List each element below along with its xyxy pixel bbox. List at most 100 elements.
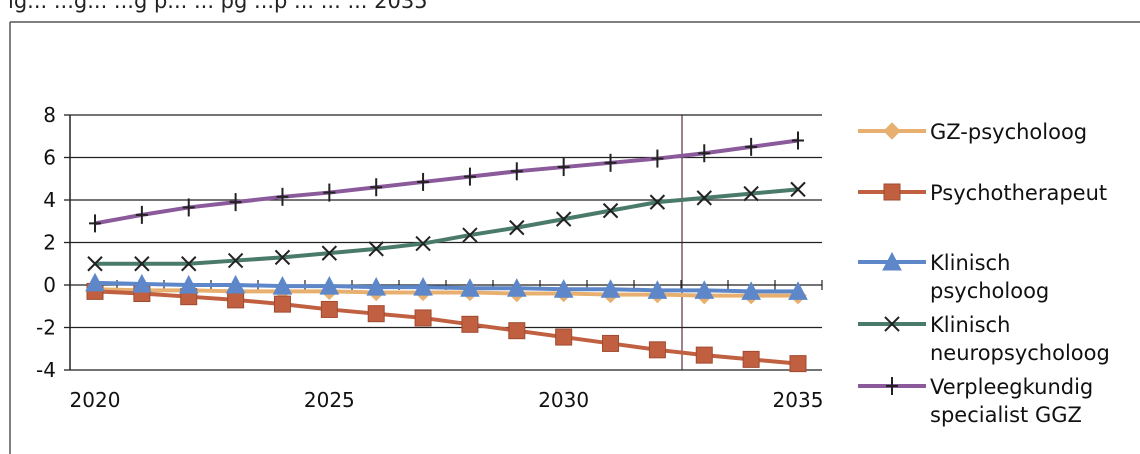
data-point-4-6 [370,178,383,197]
data-point-2-3 [225,274,246,294]
data-point-4-15 [792,131,804,150]
legend-label-0-0: GZ-psycholoog [930,120,1087,144]
data-point-4-3 [229,193,242,212]
legend-swatch-marker-2 [882,251,902,271]
data-point-1-8 [461,315,479,333]
data-point-2-2 [178,274,199,294]
axes: 8 6 4 2 0 -2 -4 2020 2025 2030 2035 [36,103,823,412]
x-tick-label-3: 2035 [773,388,824,412]
legend-item-3: Klinisch neuropsycholoog [858,313,1110,365]
data-point-2-9 [506,278,527,297]
data-point-4-4 [276,187,289,206]
y-tick-label-3: 2 [43,231,56,255]
data-point-4-8 [463,167,476,186]
legend-item-4: Verpleegkundig specialist GGZ [858,375,1093,427]
data-point-3-14 [743,185,759,202]
data-point-1-4 [273,295,291,313]
data-point-1-10 [555,328,573,346]
data-point-1-13 [695,346,713,364]
data-point-3-13 [696,190,712,206]
data-point-1-11 [602,334,620,352]
data-point-1-9 [508,322,526,340]
data-point-4-12 [651,149,664,168]
data-point-2-8 [460,278,480,297]
data-point-2-5 [319,275,340,295]
data-point-1-3 [227,291,245,309]
data-point-4-9 [510,162,523,181]
data-point-2-12 [647,280,668,299]
y-tick-label-2: 4 [43,188,56,212]
data-point-4-14 [745,137,758,156]
series-line-4 [94,138,799,226]
data-point-2-13 [694,280,715,299]
legend-item-2: Klinisch psycholoog [858,251,1049,303]
data-point-4-0 [89,214,101,233]
data-point-4-10 [557,158,570,177]
data-point-2-0 [85,272,105,292]
data-point-1-12 [648,341,666,359]
data-point-4-5 [323,183,336,202]
data-point-4-7 [417,172,430,191]
y-tick-label-4: 0 [43,273,56,297]
data-point-1-7 [414,309,432,327]
data-point-2-15 [788,281,808,300]
data-point-4-2 [182,198,195,217]
data-point-3-0 [87,256,103,272]
y-tick-label-5: -2 [36,316,56,340]
data-point-1-6 [367,305,385,323]
gridlines [70,114,822,371]
legend-label-3-1: neuropsycholoog [930,341,1110,365]
series-line-1 [94,289,799,366]
x-tick-label-1: 2025 [304,388,355,412]
data-point-2-6 [366,277,387,296]
series-line-0 [94,287,798,298]
legend-label-3-0: Klinisch [930,313,1010,337]
data-point-3-15 [790,181,806,198]
series-line-2 [94,280,798,294]
data-point-3-9 [509,219,525,236]
legend-label-2-0: Klinisch [930,251,1010,275]
legend-swatch-marker-4 [886,377,898,395]
y-tick-label-0: 8 [43,103,56,127]
data-point-2-10 [553,279,574,298]
series-3 [87,181,806,272]
legend-label-4-0: Verpleegkundig [930,375,1093,399]
data-point-3-7 [415,235,431,252]
data-point-3-4 [274,249,291,266]
legend: GZ-psycholoog Psychotherapeut Klinisch psyc… [858,120,1110,427]
cutoff-header: ig... ...g... ...g p... ... pg ...p ... … [8,0,428,13]
legend-item-1: Psychotherapeut [858,181,1107,205]
x-tick-label-2: 2030 [538,388,589,412]
data-point-3-6 [368,241,384,257]
data-point-2-4 [272,275,293,295]
legend-swatch-marker-0 [883,122,901,140]
y-tick-label-6: -4 [36,358,56,382]
data-point-3-8 [462,227,478,243]
data-point-2-7 [413,277,433,296]
data-point-4-1 [135,205,148,224]
data-point-3-12 [649,194,666,210]
data-point-2-1 [132,273,152,293]
y-tick-label-1: 6 [43,146,56,170]
legend-label-4-1: specialist GGZ [930,403,1082,427]
data-point-4-13 [698,144,711,163]
series-group [85,131,808,373]
data-point-3-1 [134,256,150,272]
legend-swatch-marker-1 [883,183,901,201]
data-point-3-11 [602,202,619,219]
data-point-1-5 [320,300,338,318]
series-2 [85,272,808,300]
legend-label-2-1: psycholoog [930,279,1049,303]
data-point-2-11 [600,279,621,298]
data-point-1-15 [789,355,807,373]
data-point-3-3 [227,252,244,269]
legend-swatch-marker-3 [884,316,900,332]
x-tick-label-0: 2020 [70,388,121,412]
data-point-3-10 [555,211,572,227]
data-point-4-11 [604,153,617,172]
legend-label-1-0: Psychotherapeut [930,181,1107,205]
legend-item-0: GZ-psycholoog [858,120,1087,144]
series-line-3 [95,187,799,266]
